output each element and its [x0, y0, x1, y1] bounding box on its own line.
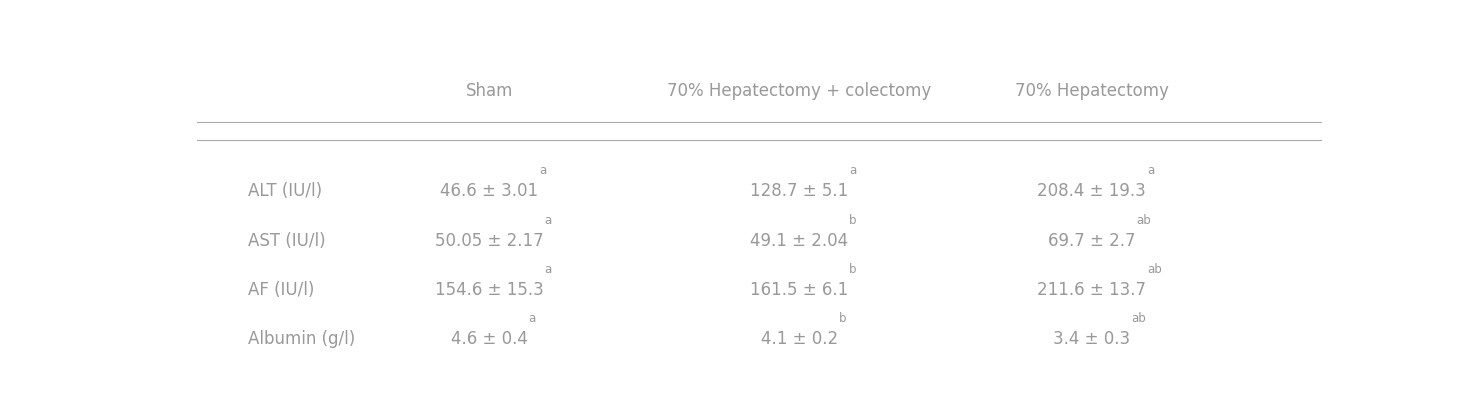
Text: AF (IU/l): AF (IU/l) [249, 281, 314, 299]
Text: b: b [838, 312, 846, 325]
Text: 208.4 ± 19.3: 208.4 ± 19.3 [1038, 182, 1146, 200]
Text: 69.7 ± 2.7: 69.7 ± 2.7 [1049, 232, 1136, 250]
Text: b: b [849, 214, 856, 226]
Text: 211.6 ± 13.7: 211.6 ± 13.7 [1037, 281, 1146, 299]
Text: Albumin (g/l): Albumin (g/l) [249, 330, 355, 348]
Text: 4.6 ± 0.4: 4.6 ± 0.4 [450, 330, 527, 348]
Text: 161.5 ± 6.1: 161.5 ± 6.1 [749, 281, 849, 299]
Text: a: a [849, 164, 856, 177]
Text: 128.7 ± 5.1: 128.7 ± 5.1 [749, 182, 849, 200]
Text: a: a [545, 263, 552, 276]
Text: ALT (IU/l): ALT (IU/l) [249, 182, 323, 200]
Text: ab: ab [1136, 214, 1151, 226]
Text: 70% Hepatectomy: 70% Hepatectomy [1014, 82, 1169, 100]
Text: 70% Hepatectomy + colectomy: 70% Hepatectomy + colectomy [666, 82, 932, 100]
Text: 50.05 ± 2.17: 50.05 ± 2.17 [435, 232, 544, 250]
Text: a: a [1148, 164, 1155, 177]
Text: 4.1 ± 0.2: 4.1 ± 0.2 [761, 330, 838, 348]
Text: ab: ab [1148, 263, 1163, 276]
Text: b: b [849, 263, 857, 276]
Text: ab: ab [1131, 312, 1146, 325]
Text: Sham: Sham [465, 82, 512, 100]
Text: 154.6 ± 15.3: 154.6 ± 15.3 [435, 281, 544, 299]
Text: 49.1 ± 2.04: 49.1 ± 2.04 [749, 232, 849, 250]
Text: a: a [529, 312, 536, 325]
Text: AST (IU/l): AST (IU/l) [249, 232, 326, 250]
Text: a: a [545, 214, 552, 226]
Text: 3.4 ± 0.3: 3.4 ± 0.3 [1053, 330, 1130, 348]
Text: 46.6 ± 3.01: 46.6 ± 3.01 [440, 182, 539, 200]
Text: a: a [539, 164, 546, 177]
